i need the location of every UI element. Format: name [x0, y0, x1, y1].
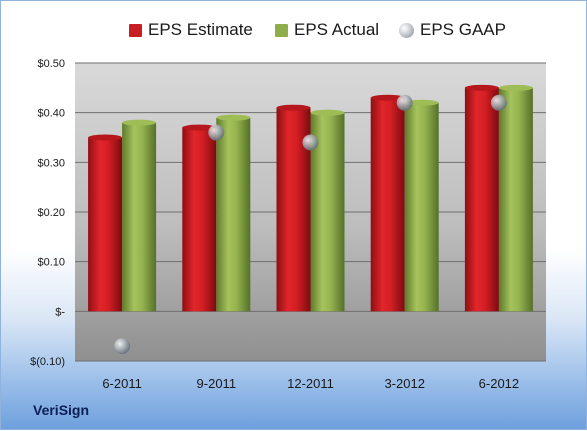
bar-eps-estimate	[464, 87, 499, 312]
bar-eps-actual	[216, 117, 251, 312]
y-tick-label: $0.20	[37, 207, 65, 219]
legend-marker-eps-gaap	[399, 22, 414, 38]
marker-eps-gaap	[302, 134, 319, 151]
y-tick-label: $0.30	[37, 157, 65, 169]
x-axis: 6-2011 9-2011 12-2011 3-2012 6-2012	[102, 376, 519, 391]
y-tick-label: $-	[55, 306, 65, 318]
bar-eps-actual	[122, 122, 157, 312]
legend-swatch-eps-estimate	[129, 23, 142, 37]
bar-cap-eps-estimate	[88, 134, 123, 141]
bar-cap-eps-actual	[404, 99, 439, 106]
marker-eps-gaap	[114, 338, 131, 355]
x-tick-label: 6-2012	[479, 376, 519, 391]
bar-eps-estimate	[182, 127, 217, 312]
marker-eps-gaap	[396, 94, 413, 111]
company-label: VeriSign	[33, 402, 90, 418]
x-tick-label: 6-2011	[102, 376, 142, 391]
gaap-markers	[114, 94, 507, 355]
y-tick-label: $0.10	[37, 257, 65, 269]
legend-item-eps-estimate: EPS Estimate	[129, 17, 253, 43]
legend-label-eps-actual: EPS Actual	[294, 20, 380, 39]
marker-eps-gaap	[490, 94, 507, 111]
legend-label-eps-estimate: EPS Estimate	[148, 20, 253, 39]
legend-label-eps-gaap: EPS GAAP	[420, 20, 506, 39]
y-tick-label: $0.50	[37, 58, 65, 70]
x-tick-label: 9-2011	[197, 376, 237, 391]
bar-cap-eps-estimate	[464, 84, 499, 91]
y-tick-label: $(0.10)	[30, 356, 65, 368]
bar-cap-eps-actual	[498, 84, 533, 91]
bar-eps-actual	[404, 102, 439, 312]
bar-cap-eps-actual	[216, 114, 251, 121]
legend-swatch-eps-actual	[275, 23, 288, 37]
legend-item-eps-gaap: EPS GAAP	[399, 17, 506, 43]
bar-eps-estimate	[370, 97, 405, 312]
y-tick-label: $0.40	[37, 108, 65, 120]
bar-cap-eps-estimate	[276, 104, 311, 111]
bar-eps-estimate	[88, 137, 123, 312]
legend-item-eps-actual: EPS Actual	[275, 17, 379, 43]
x-tick-label: 12-2011	[287, 376, 334, 391]
marker-eps-gaap	[208, 124, 225, 141]
y-axis: $0.50 $0.40 $0.30 $0.20 $0.10 $- $(0.10)	[30, 58, 65, 368]
chart-legend: EPS Estimate EPS Actual EPS GAAP	[1, 17, 587, 43]
bar-eps-actual	[498, 87, 533, 312]
bar-cap-eps-actual	[122, 119, 157, 126]
bar-cap-eps-actual	[310, 109, 345, 116]
bar-cap-eps-estimate	[370, 94, 405, 101]
bar-cap-eps-estimate	[182, 124, 217, 131]
x-tick-label: 3-2012	[384, 376, 424, 391]
